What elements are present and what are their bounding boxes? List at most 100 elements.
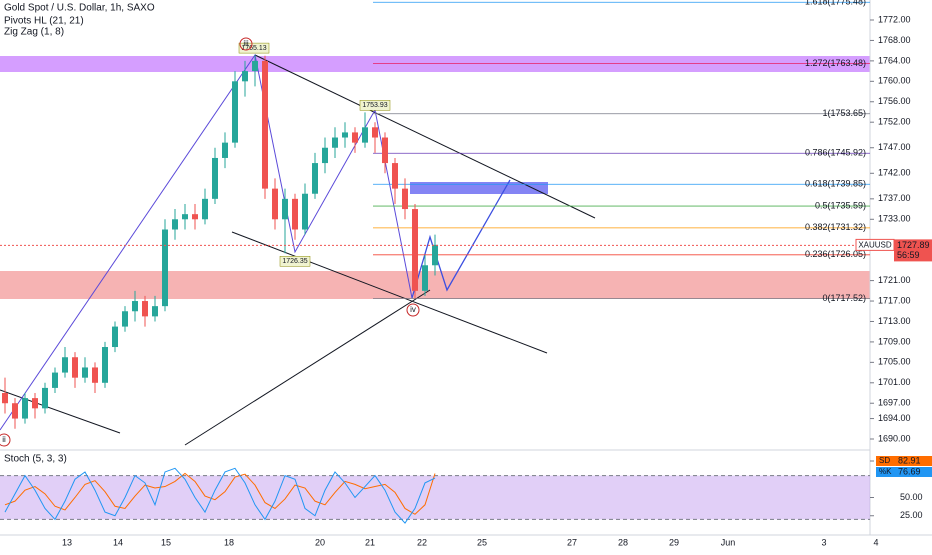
y-tick-label: 1737.00 — [878, 193, 911, 203]
candle-body — [412, 209, 418, 291]
x-tick-label: 22 — [417, 537, 427, 547]
candle-body — [362, 127, 368, 143]
fib-label: 0.5(1735.59) — [815, 200, 866, 210]
pivot-label: 1753.93 — [362, 102, 387, 109]
y-tick-label: 1752.00 — [878, 117, 911, 127]
demand-zone — [0, 271, 870, 299]
x-tick-label: 18 — [224, 537, 234, 547]
candle-body — [302, 193, 308, 230]
y-tick-label: 50.00 — [900, 492, 923, 502]
y-tick-label: 1764.00 — [878, 55, 911, 65]
y-tick-label: 1709.00 — [878, 336, 911, 346]
stoch-tag-value: 76.69 — [898, 466, 921, 476]
candle-body — [142, 301, 148, 317]
fib-label: 1.272(1763.48) — [805, 58, 866, 68]
stoch-tag-value: 82.91 — [898, 455, 921, 465]
candle-body — [72, 357, 78, 378]
stoch-line — [4, 467, 436, 524]
candle-body — [282, 198, 288, 220]
wave-label: ii — [2, 435, 6, 444]
x-tick-label: Jun — [721, 537, 736, 547]
zigzag — [0, 53, 511, 431]
candle-body — [112, 326, 118, 348]
candle-body — [122, 311, 128, 327]
y-tick-label: 1742.00 — [878, 168, 911, 178]
fib-label: 0.382(1731.32) — [805, 222, 866, 232]
candle-body — [332, 137, 338, 148]
fib-label: 0.786(1745.92) — [805, 148, 866, 158]
x-tick-label: 28 — [618, 537, 628, 547]
candle-body — [12, 403, 18, 419]
candle-body — [432, 244, 438, 266]
wave-circle — [239, 37, 253, 51]
pivot-label: 1765.13 — [241, 45, 266, 52]
y-tick-label: 1713.00 — [878, 316, 911, 326]
candle-body — [422, 265, 428, 291]
fib-label: 1(1753.65) — [822, 108, 866, 118]
y-tick-label: 1717.00 — [878, 295, 911, 305]
y-tick-label: 1747.00 — [878, 142, 911, 152]
candle-body — [212, 157, 218, 199]
candle-body — [172, 219, 178, 230]
candle-body — [392, 163, 398, 189]
candle-body — [372, 127, 378, 138]
wave-circle — [0, 433, 11, 447]
y-tick-label: 1694.00 — [878, 413, 911, 423]
y-tick-label: 1733.00 — [878, 214, 911, 224]
y-tick-label: 1756.00 — [878, 96, 911, 106]
fib-label: 0(1717.52) — [822, 293, 866, 303]
x-tick-label: 29 — [669, 537, 679, 547]
candle-body — [102, 347, 108, 383]
x-tick-label: 25 — [477, 537, 487, 547]
indicator-label: Zig Zag (1, 8) — [4, 27, 64, 38]
candle-body — [92, 367, 98, 383]
price-tag — [894, 239, 932, 262]
pivot-box — [238, 42, 270, 54]
wave-label: iv — [410, 305, 416, 314]
candle-body — [152, 306, 158, 317]
candle-body — [52, 372, 58, 388]
y-tick-label: 1760.00 — [878, 76, 911, 86]
candle-body — [132, 301, 138, 312]
countdown: 56:59 — [897, 250, 920, 260]
stoch-tag — [876, 456, 932, 466]
pivot-box — [279, 256, 311, 267]
candle-body — [232, 81, 238, 143]
candle-body — [32, 398, 38, 409]
fib-label: 1.618(1775.48) — [805, 0, 866, 7]
wave-label: iii — [243, 39, 249, 48]
y-tick-label: 1697.00 — [878, 398, 911, 408]
stoch-tag-name: %K — [879, 467, 892, 476]
candle-body — [252, 60, 258, 72]
x-tick-label: 20 — [315, 537, 325, 547]
candle-body — [402, 188, 408, 210]
last-price: 1727.89 — [897, 240, 930, 250]
pivot-box — [359, 100, 391, 111]
candle-body — [342, 132, 348, 138]
candle-body — [82, 367, 88, 378]
target-zone — [410, 182, 548, 194]
fib-label: 0.618(1739.85) — [805, 179, 866, 189]
candle-body — [2, 393, 8, 404]
candle-body — [182, 214, 188, 220]
x-tick-label: 27 — [567, 537, 577, 547]
y-tick-label: 1690.00 — [878, 433, 911, 443]
x-tick-label: 21 — [365, 537, 375, 547]
candle-body — [162, 229, 168, 307]
stoch-title: Stoch (5, 3, 3) — [4, 454, 67, 465]
candle-body — [272, 188, 278, 220]
x-tick-label: 4 — [873, 537, 878, 547]
supply-zone — [0, 56, 870, 72]
x-tick-label: 13 — [62, 537, 72, 547]
candle-body — [292, 198, 298, 230]
pivot-label: 1726.35 — [282, 258, 307, 265]
candle-body — [192, 214, 198, 220]
x-tick-label: 14 — [113, 537, 123, 547]
candle-body — [352, 132, 358, 143]
stoch-tag-name: SD — [879, 456, 890, 465]
y-tick-label: 1768.00 — [878, 35, 911, 45]
candle-body — [312, 163, 318, 194]
stoch-band — [0, 475, 870, 520]
